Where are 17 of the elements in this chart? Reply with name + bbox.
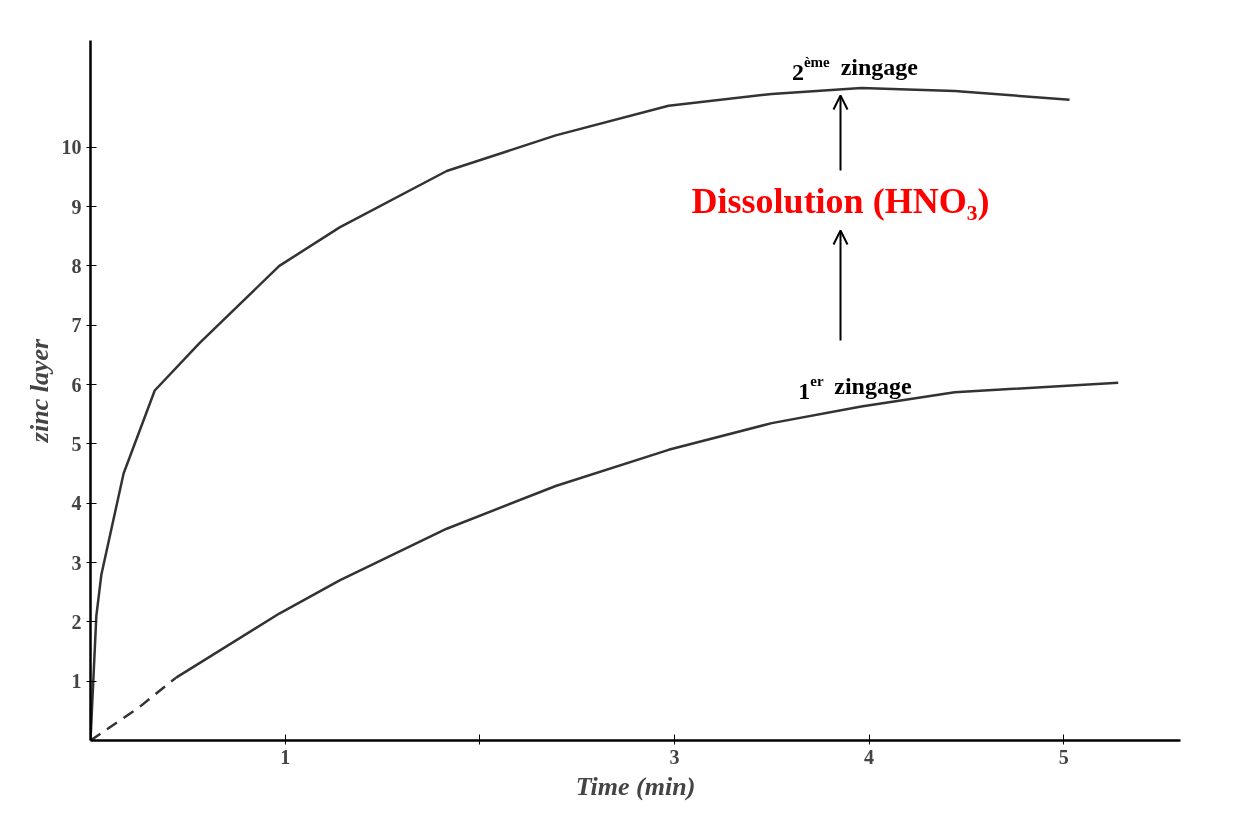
x-tick-label: 3 [669,745,680,768]
y-tick-label: 9 [71,195,82,218]
y-tick-label: 1 [71,670,82,693]
x-tick-label: 4 [864,745,875,768]
x-tick-label: 5 [1058,745,1069,768]
y-tick-label: 8 [71,254,82,277]
y-axis-title: zinc layer [24,337,54,444]
y-tick-label: 10 [61,136,82,159]
y-tick-label: 3 [71,551,82,574]
x-tick-label: 1 [280,745,291,768]
y-tick-label: 7 [71,314,82,337]
x-axis-title: Time (min) [575,771,696,801]
y-tick-label: 6 [71,373,82,396]
y-tick-label: 2 [71,610,82,633]
y-tick-label: 4 [71,492,82,515]
annotation: Dissolution (HNO₃) [691,180,990,221]
y-tick-label: 5 [71,432,82,455]
